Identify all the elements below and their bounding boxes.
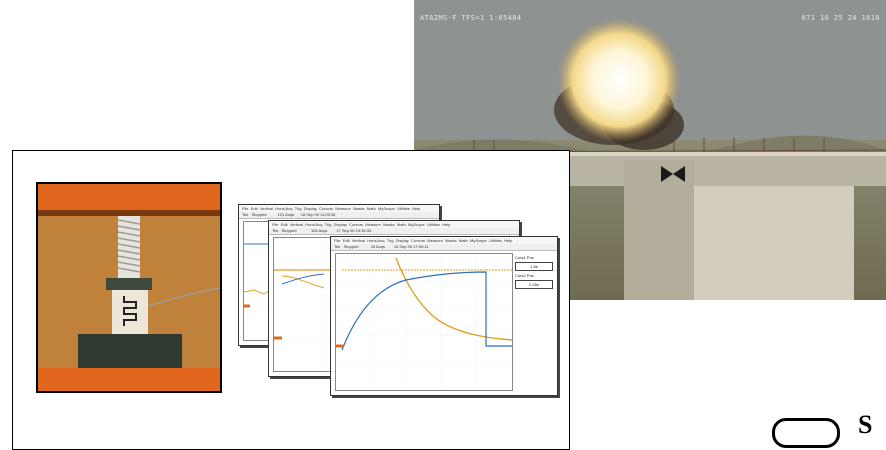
cursor2-value[interactable]: 2.26s [515, 280, 553, 289]
scope-acq-count: 106 Acqs [310, 228, 328, 233]
menu-display[interactable]: Display [395, 238, 409, 243]
menu-edit[interactable]: Edit [342, 238, 350, 243]
menu-horiz-acq[interactable]: Horiz/Acq [305, 222, 323, 227]
menu-cursors[interactable]: Cursors [411, 238, 426, 243]
sensor-photo [36, 182, 222, 393]
menu-masks[interactable]: Masks [445, 238, 457, 243]
menu-utilities[interactable]: Utilities [396, 206, 410, 211]
menu-measure[interactable]: Measure [365, 222, 381, 227]
scope-acq-count: 16 Acqs [370, 244, 385, 249]
menu-vertical[interactable]: Vertical [259, 206, 273, 211]
cursor2-label: Curs2 Pos [515, 273, 534, 278]
cursor1-value[interactable]: 1.8s [515, 262, 553, 271]
menu-math[interactable]: Math [366, 206, 376, 211]
menu-file[interactable]: File [334, 238, 341, 243]
menu-trig[interactable]: Trig [386, 238, 394, 243]
menu-myscope[interactable]: MyScope [408, 222, 425, 227]
scope-brand: Tek [334, 244, 341, 249]
menu-edit[interactable]: Edit [280, 222, 288, 227]
scope-run-state: Stopped [251, 212, 267, 217]
fireball [557, 18, 681, 142]
menu-cursors[interactable]: Cursors [349, 222, 364, 227]
menu-display[interactable]: Display [303, 206, 317, 211]
oscilloscope-window-3: File Edit Vertical Horiz/Acq Trig Displa… [330, 236, 558, 396]
explosion-scene [414, 0, 886, 300]
scope-timestamp: 18 Sep 09 11:09:35 [300, 212, 336, 217]
scope-acq-count: 121 Acqs [277, 212, 295, 217]
menu-measure[interactable]: Measure [427, 238, 443, 243]
scope-status-bar: Tek Stopped 16 Acqs 16 Sep 09 17:59:11 [331, 244, 557, 251]
menu-utilities[interactable]: Utilities [426, 222, 440, 227]
scope-run-state: Stopped [343, 244, 359, 249]
menu-help[interactable]: Help [412, 206, 421, 211]
menu-myscope[interactable]: MyScope [378, 206, 395, 211]
menu-measure[interactable]: Measure [335, 206, 351, 211]
scope-brand: Tek [242, 212, 249, 217]
logo-mark [772, 418, 840, 448]
strain-gauge-scene [38, 184, 220, 391]
scope-timestamp: 17 Sep 09 15:16:33 [336, 228, 372, 233]
menu-display[interactable]: Display [333, 222, 347, 227]
scope-menu-bar: File Edit Vertical Horiz/Acq Trig Displa… [239, 205, 439, 212]
menu-math[interactable]: Math [458, 238, 468, 243]
explosion-photo: ATA2MS-F TFS=1 1:05484 071 16 25 24 1610 [414, 0, 886, 300]
camera-stamp-right: 071 16 25 24 1610 [801, 14, 880, 22]
menu-horiz-acq[interactable]: Horiz/Acq [367, 238, 385, 243]
strain-trace-blue [341, 271, 512, 351]
scope-status-bar: Tek Stopped 121 Acqs 18 Sep 09 11:09:35 [239, 212, 439, 219]
menu-masks[interactable]: Masks [353, 206, 365, 211]
bridge-pier-center [624, 160, 694, 300]
scope-timestamp: 16 Sep 09 17:59:11 [393, 244, 429, 249]
menu-help[interactable]: Help [504, 238, 513, 243]
menu-file[interactable]: File [242, 206, 249, 211]
scope-menu-bar: File Edit Vertical Horiz/Acq Trig Displa… [331, 237, 557, 244]
camera-stamp-left: ATA2MS-F TFS=1 1:05484 [420, 14, 522, 22]
menu-myscope[interactable]: MyScope [470, 238, 487, 243]
sensor-base [78, 334, 182, 372]
menu-file[interactable]: File [272, 222, 279, 227]
scope-plot-area [335, 253, 513, 391]
scope-waveforms [336, 254, 513, 390]
cursor1-label: Curs1 Pos [515, 255, 534, 260]
cursor-readout-panel: Curs1 Pos 1.8s Curs2 Pos 2.26s [515, 255, 553, 291]
logo-letter: S [858, 410, 873, 439]
menu-vertical[interactable]: Vertical [351, 238, 365, 243]
menu-masks[interactable]: Masks [383, 222, 395, 227]
scope-menu-bar: File Edit Vertical Horiz/Acq Trig Displa… [269, 221, 519, 228]
scope-status-bar: Tek Stopped 106 Acqs 17 Sep 09 15:16:33 [269, 228, 519, 235]
menu-trig[interactable]: Trig [294, 206, 302, 211]
scope-run-state: Stopped [281, 228, 297, 233]
menu-horiz-acq[interactable]: Horiz/Acq [275, 206, 293, 211]
menu-utilities[interactable]: Utilities [488, 238, 502, 243]
menu-math[interactable]: Math [396, 222, 406, 227]
menu-cursors[interactable]: Cursors [319, 206, 334, 211]
menu-help[interactable]: Help [442, 222, 451, 227]
menu-edit[interactable]: Edit [250, 206, 258, 211]
menu-vertical[interactable]: Vertical [289, 222, 303, 227]
scope-brand: Tek [272, 228, 279, 233]
menu-trig[interactable]: Trig [324, 222, 332, 227]
